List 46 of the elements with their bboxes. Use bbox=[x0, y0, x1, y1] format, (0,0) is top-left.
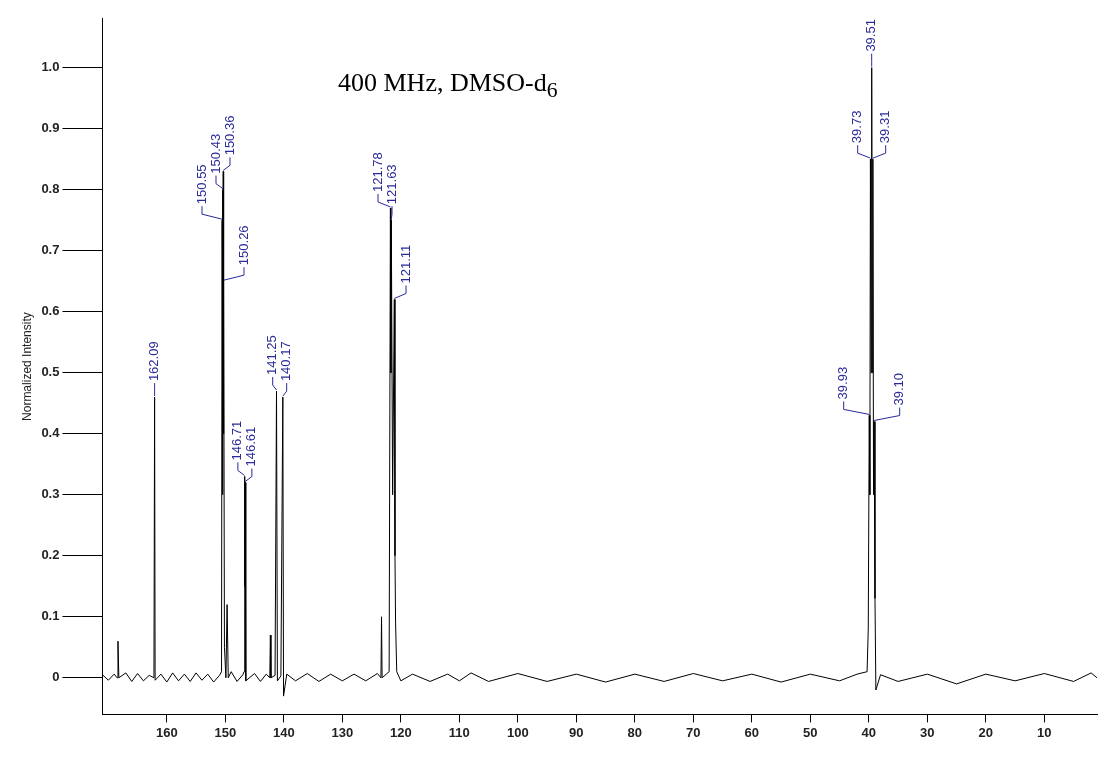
x-tick-label: 20 bbox=[978, 724, 994, 740]
x-tick-label: 140 bbox=[272, 724, 295, 740]
annotation: 39.73 bbox=[849, 110, 865, 144]
y-tick-label: 0.1 bbox=[41, 608, 60, 624]
annotation: 150.36 bbox=[221, 115, 237, 156]
x-tick-label: 40 bbox=[861, 724, 877, 740]
annotation: 150.43 bbox=[207, 133, 223, 174]
annotation: 39.51 bbox=[863, 19, 879, 52]
x-tick-label: 130 bbox=[331, 724, 354, 740]
annotation: 162.09 bbox=[146, 341, 162, 382]
annotation: 121.63 bbox=[383, 164, 399, 205]
x-tick-label: 30 bbox=[920, 724, 935, 740]
annotation: 150.55 bbox=[193, 164, 209, 205]
annotation: 150.26 bbox=[235, 225, 251, 266]
annotation: 146.71 bbox=[229, 420, 245, 461]
y-tick-label: 0 bbox=[52, 669, 60, 685]
y-tick-label: 0.7 bbox=[41, 242, 60, 258]
x-tick-label: 100 bbox=[506, 724, 529, 740]
x-tick-label: 110 bbox=[448, 724, 470, 740]
y-tick-label: 0.6 bbox=[41, 303, 60, 319]
annotation: 121.11 bbox=[397, 244, 413, 284]
annotation: 140.17 bbox=[278, 341, 294, 382]
text: 400 MHz, DMSO-d$_{6}$ bbox=[338, 68, 558, 104]
x-tick-label: 50 bbox=[803, 724, 818, 740]
annotation: 146.61 bbox=[243, 426, 259, 467]
annotation: 39.93 bbox=[835, 366, 851, 400]
x-tick-label: 90 bbox=[569, 724, 584, 740]
x-tick-label: 160 bbox=[155, 724, 178, 740]
y-tick-label: 0.3 bbox=[41, 486, 60, 502]
annotation: 39.31 bbox=[877, 110, 893, 144]
x-tick-label: 70 bbox=[686, 724, 701, 740]
x-tick-label: 150 bbox=[214, 724, 237, 740]
y-tick-label: 1.0 bbox=[41, 59, 60, 75]
x-tick-label: 60 bbox=[744, 724, 760, 740]
annotation: 39.10 bbox=[891, 372, 907, 406]
y-tick-label: 0.9 bbox=[41, 120, 60, 136]
x-tick-label: 120 bbox=[389, 724, 412, 740]
y-tick-label: 0.2 bbox=[41, 547, 60, 563]
y-tick-label: 0.5 bbox=[41, 364, 60, 380]
x-tick-label: 10 bbox=[1037, 724, 1052, 740]
y-axis-title: Normalized Intensity bbox=[19, 312, 34, 421]
y-tick-label: 0.8 bbox=[41, 181, 60, 197]
x-tick-label: 80 bbox=[627, 724, 643, 740]
y-tick-label: 0.4 bbox=[41, 425, 61, 441]
annotation: 121.78 bbox=[369, 152, 385, 192]
annotation: 141.25 bbox=[264, 335, 280, 376]
